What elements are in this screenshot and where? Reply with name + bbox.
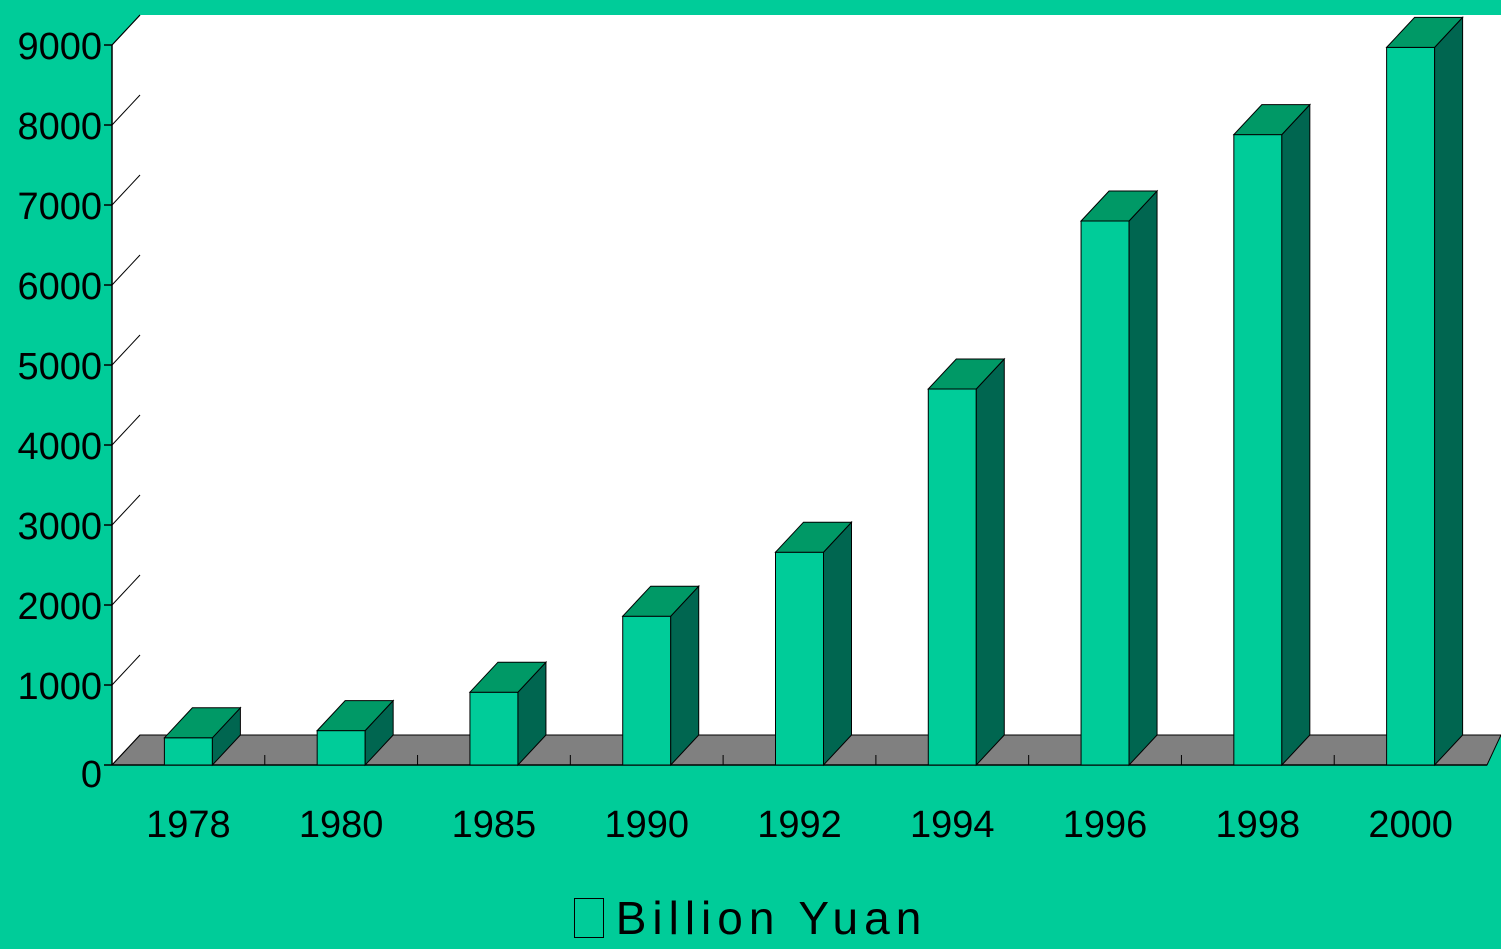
bar-top <box>468 661 548 693</box>
y-tick-depth <box>111 334 141 366</box>
bar-top <box>1079 190 1159 222</box>
x-tick-label: 1992 <box>757 804 842 846</box>
y-tick-label: 8000 <box>17 106 102 148</box>
bar-side <box>975 357 1005 767</box>
y-tick-depth <box>111 654 141 686</box>
x-tick-label: 1994 <box>910 804 995 846</box>
y-tick-depth <box>111 254 141 286</box>
bar <box>163 737 213 766</box>
y-tick-label: 1000 <box>17 666 102 708</box>
x-tick-label: 1996 <box>1063 804 1148 846</box>
y-tick-depth <box>111 174 141 206</box>
bar-side <box>1128 189 1158 767</box>
bar-top <box>1385 16 1464 48</box>
y-tick-label: 0 <box>81 754 102 796</box>
y-tick-depth <box>111 734 141 766</box>
y-tick-label: 4000 <box>17 426 102 468</box>
bar <box>1080 220 1130 766</box>
x-tick-label: 1990 <box>604 804 689 846</box>
y-tick-label: 6000 <box>17 266 102 308</box>
bar-top <box>1232 104 1311 136</box>
y-tick-label: 9000 <box>17 26 102 68</box>
x-tick-label: 1998 <box>1216 804 1301 846</box>
bar <box>1233 134 1283 766</box>
x-tick-label: 1978 <box>146 804 231 846</box>
bar <box>775 551 824 766</box>
x-tick-label: 1985 <box>452 804 537 846</box>
bar-side <box>1281 103 1311 767</box>
y-tick-label: 5000 <box>17 346 102 388</box>
legend-swatch <box>573 898 604 938</box>
bar-top <box>927 358 1006 390</box>
y-tick-depth <box>111 414 141 446</box>
x-tick-label: 1980 <box>299 804 384 846</box>
y-tick-label: 7000 <box>17 186 102 228</box>
bar <box>469 691 519 766</box>
bar-top <box>316 700 395 732</box>
y-tick-depth <box>111 94 141 126</box>
bar-side <box>823 520 852 767</box>
y-tick-depth <box>111 574 141 606</box>
bar-side <box>670 584 700 767</box>
y-tick-label: 2000 <box>17 586 102 628</box>
legend: Billion Yuan <box>0 888 1501 948</box>
bar-side <box>1434 16 1464 767</box>
bar-top <box>621 585 700 617</box>
bar <box>1386 46 1436 766</box>
bar <box>316 730 366 766</box>
bar-top <box>163 707 242 739</box>
y-tick-depth <box>111 494 141 526</box>
y-tick-label: 3000 <box>17 506 102 548</box>
legend-label: Billion Yuan <box>615 892 928 944</box>
bar <box>927 388 977 766</box>
y-tick-depth <box>111 14 141 46</box>
bar-top <box>774 521 853 553</box>
bar <box>622 615 672 766</box>
x-tick-label: 2000 <box>1368 804 1453 846</box>
